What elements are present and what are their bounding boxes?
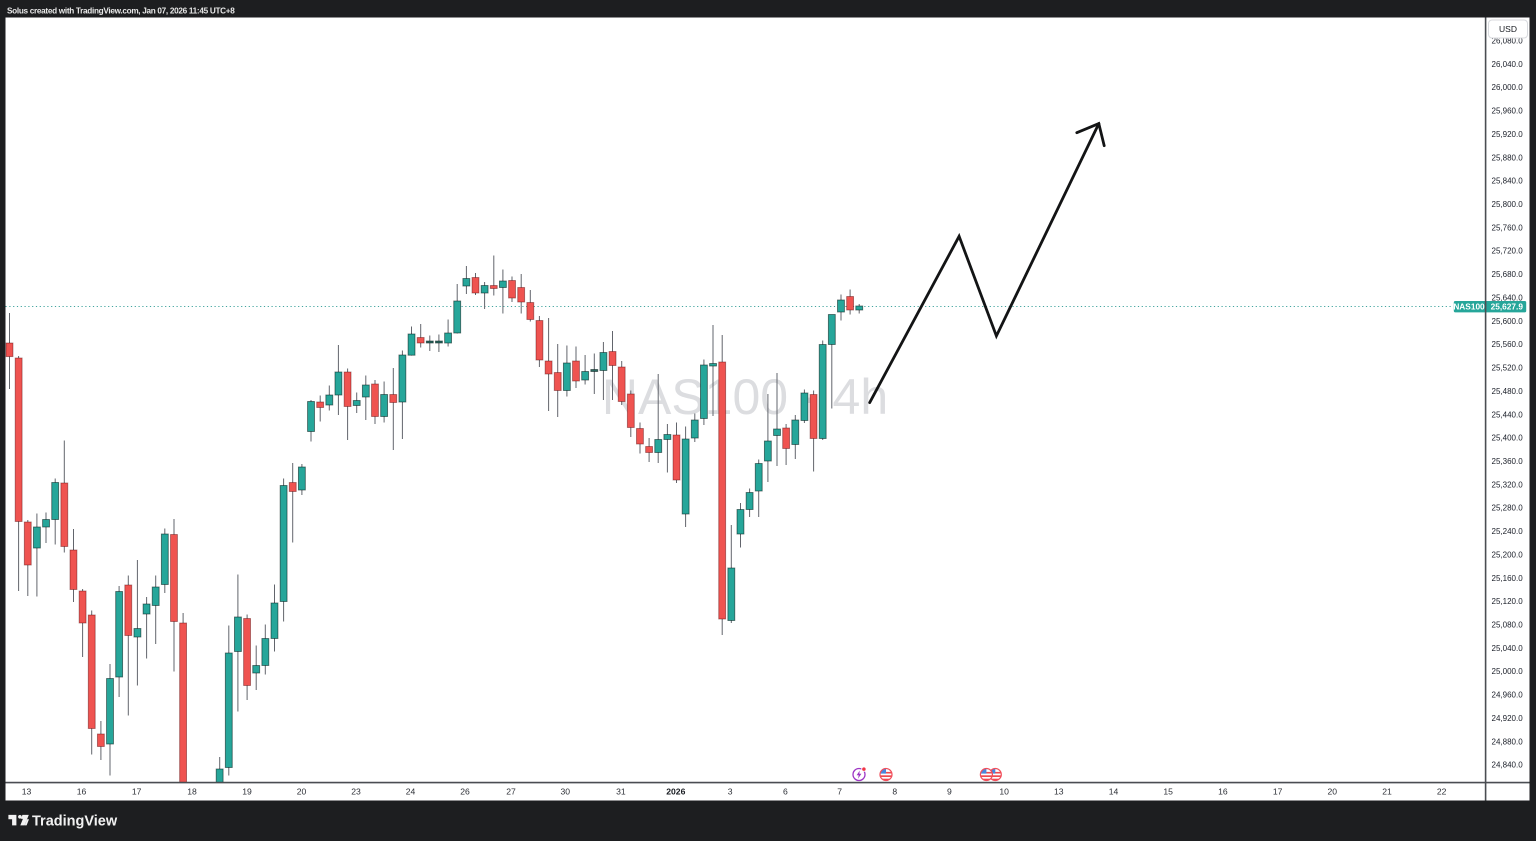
- svg-text:24,880.0: 24,880.0: [1492, 737, 1524, 746]
- svg-text:26,040.0: 26,040.0: [1492, 60, 1524, 69]
- svg-text:7: 7: [837, 787, 842, 797]
- svg-text:25,040.0: 25,040.0: [1492, 644, 1524, 653]
- svg-text:30: 30: [561, 787, 571, 797]
- svg-text:24,960.0: 24,960.0: [1492, 691, 1524, 700]
- svg-text:25,840.0: 25,840.0: [1492, 177, 1524, 186]
- svg-text:16: 16: [1218, 787, 1228, 797]
- svg-text:25,600.0: 25,600.0: [1492, 317, 1524, 326]
- svg-text:25,800.0: 25,800.0: [1492, 200, 1524, 209]
- svg-text:25,400.0: 25,400.0: [1492, 434, 1524, 443]
- svg-text:20: 20: [1328, 787, 1338, 797]
- svg-text:24,840.0: 24,840.0: [1492, 761, 1524, 770]
- svg-text:25,080.0: 25,080.0: [1492, 621, 1524, 630]
- svg-text:9: 9: [947, 787, 952, 797]
- svg-text:TradingView: TradingView: [32, 814, 118, 830]
- svg-text:20: 20: [297, 787, 307, 797]
- svg-text:22: 22: [1437, 787, 1447, 797]
- svg-text:USD: USD: [1499, 24, 1517, 34]
- svg-text:25,160.0: 25,160.0: [1492, 574, 1524, 583]
- svg-text:25,280.0: 25,280.0: [1492, 504, 1524, 513]
- svg-text:25,520.0: 25,520.0: [1492, 364, 1524, 373]
- svg-text:3: 3: [728, 787, 733, 797]
- svg-text:19: 19: [242, 787, 252, 797]
- svg-text:10: 10: [999, 787, 1009, 797]
- svg-text:25,880.0: 25,880.0: [1492, 153, 1524, 162]
- svg-text:25,680.0: 25,680.0: [1492, 270, 1524, 279]
- svg-text:6: 6: [783, 787, 788, 797]
- svg-text:25,760.0: 25,760.0: [1492, 223, 1524, 232]
- svg-text:25,480.0: 25,480.0: [1492, 387, 1524, 396]
- svg-text:24: 24: [406, 787, 416, 797]
- svg-text:NAS100 · 4h: NAS100 · 4h: [602, 369, 888, 425]
- svg-text:25,640.0: 25,640.0: [1492, 294, 1524, 303]
- svg-text:25,360.0: 25,360.0: [1492, 457, 1524, 466]
- svg-text:Solus created with TradingView: Solus created with TradingView.com, Jan …: [7, 7, 235, 16]
- svg-text:23: 23: [351, 787, 361, 797]
- svg-text:26: 26: [460, 787, 470, 797]
- svg-text:13: 13: [1054, 787, 1064, 797]
- svg-text:25,320.0: 25,320.0: [1492, 480, 1524, 489]
- svg-text:21: 21: [1382, 787, 1392, 797]
- svg-text:25,240.0: 25,240.0: [1492, 527, 1524, 536]
- svg-text:8: 8: [892, 787, 897, 797]
- svg-text:25,440.0: 25,440.0: [1492, 410, 1524, 419]
- svg-text:25,627.9: 25,627.9: [1491, 302, 1524, 312]
- svg-text:17: 17: [132, 787, 142, 797]
- svg-text:25,720.0: 25,720.0: [1492, 247, 1524, 256]
- svg-text:26,080.0: 26,080.0: [1492, 37, 1524, 46]
- svg-text:13: 13: [22, 787, 32, 797]
- svg-text:24,920.0: 24,920.0: [1492, 714, 1524, 723]
- svg-text:16: 16: [77, 787, 87, 797]
- svg-text:NAS100: NAS100: [1453, 302, 1485, 312]
- svg-text:14: 14: [1109, 787, 1119, 797]
- svg-text:25,920.0: 25,920.0: [1492, 130, 1524, 139]
- svg-text:27: 27: [506, 787, 516, 797]
- svg-text:25,960.0: 25,960.0: [1492, 107, 1524, 116]
- svg-text:2026: 2026: [666, 787, 685, 797]
- svg-text:31: 31: [616, 787, 626, 797]
- svg-text:25,560.0: 25,560.0: [1492, 340, 1524, 349]
- svg-text:25,120.0: 25,120.0: [1492, 597, 1524, 606]
- svg-text:25,200.0: 25,200.0: [1492, 550, 1524, 559]
- svg-text:18: 18: [187, 787, 197, 797]
- svg-text:26,000.0: 26,000.0: [1492, 83, 1524, 92]
- svg-text:17: 17: [1273, 787, 1283, 797]
- svg-text:15: 15: [1163, 787, 1173, 797]
- svg-text:25,000.0: 25,000.0: [1492, 667, 1524, 676]
